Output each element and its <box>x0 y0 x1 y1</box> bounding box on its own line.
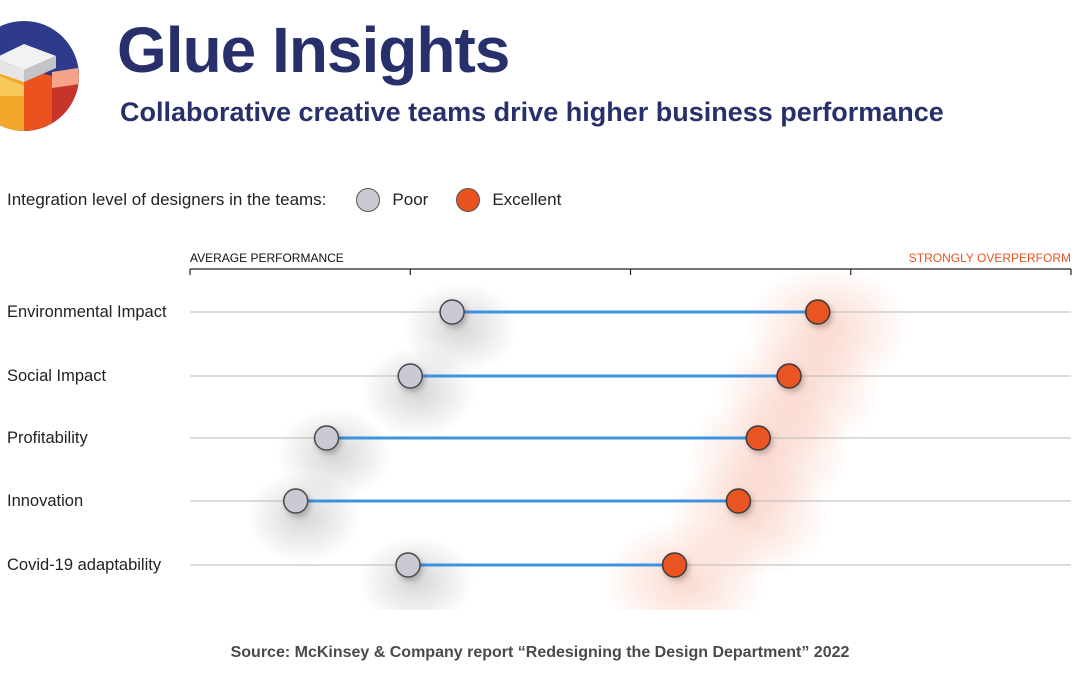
poor-point <box>395 552 421 578</box>
chart-row: Environmental Impact <box>7 299 1071 325</box>
excellent-point <box>725 488 752 514</box>
category-label: Environmental Impact <box>7 303 167 321</box>
chart-subtitle: Collaborative creative teams drive highe… <box>120 97 944 127</box>
legend-title: Integration level of designers in the te… <box>7 190 327 209</box>
axis-label-average: AVERAGE PERFORMANCE <box>190 251 344 265</box>
legend: Integration level of designers in the te… <box>7 185 561 215</box>
legend-swatch-poor <box>356 188 381 212</box>
dumbbell-chart: AVERAGE PERFORMANCE STRONGLY OVERPERFORM… <box>7 251 1072 610</box>
glue-logo <box>0 21 79 131</box>
poor-point <box>282 488 309 514</box>
poor-point <box>397 363 423 389</box>
axis-label-overperform: STRONGLY OVERPERFORM <box>909 251 1071 265</box>
poor-glow <box>245 471 362 563</box>
poor-point <box>313 425 340 451</box>
legend-swatch-excellent <box>456 188 481 212</box>
chart-row: Innovation <box>7 488 1071 514</box>
excellent-point <box>745 425 771 451</box>
category-label: Innovation <box>7 492 83 510</box>
legend-label-excellent: Excellent <box>492 190 562 209</box>
poor-point <box>439 299 465 325</box>
source-note: Source: McKinsey & Company report “Redes… <box>230 644 850 661</box>
category-label: Covid-19 adaptability <box>7 556 162 574</box>
excellent-point <box>804 299 831 325</box>
brand-title: Glue Insights <box>117 14 510 86</box>
category-label: Profitability <box>7 429 88 447</box>
poor-glow <box>360 346 477 438</box>
category-label: Social Impact <box>7 367 106 385</box>
excellent-point <box>661 552 688 578</box>
chart-row: Profitability <box>7 425 1071 451</box>
chart-row: Social Impact <box>7 363 1071 389</box>
chart-row: Covid-19 adaptability <box>7 552 1071 578</box>
excellent-point <box>776 363 802 389</box>
legend-label-poor: Poor <box>392 190 429 209</box>
